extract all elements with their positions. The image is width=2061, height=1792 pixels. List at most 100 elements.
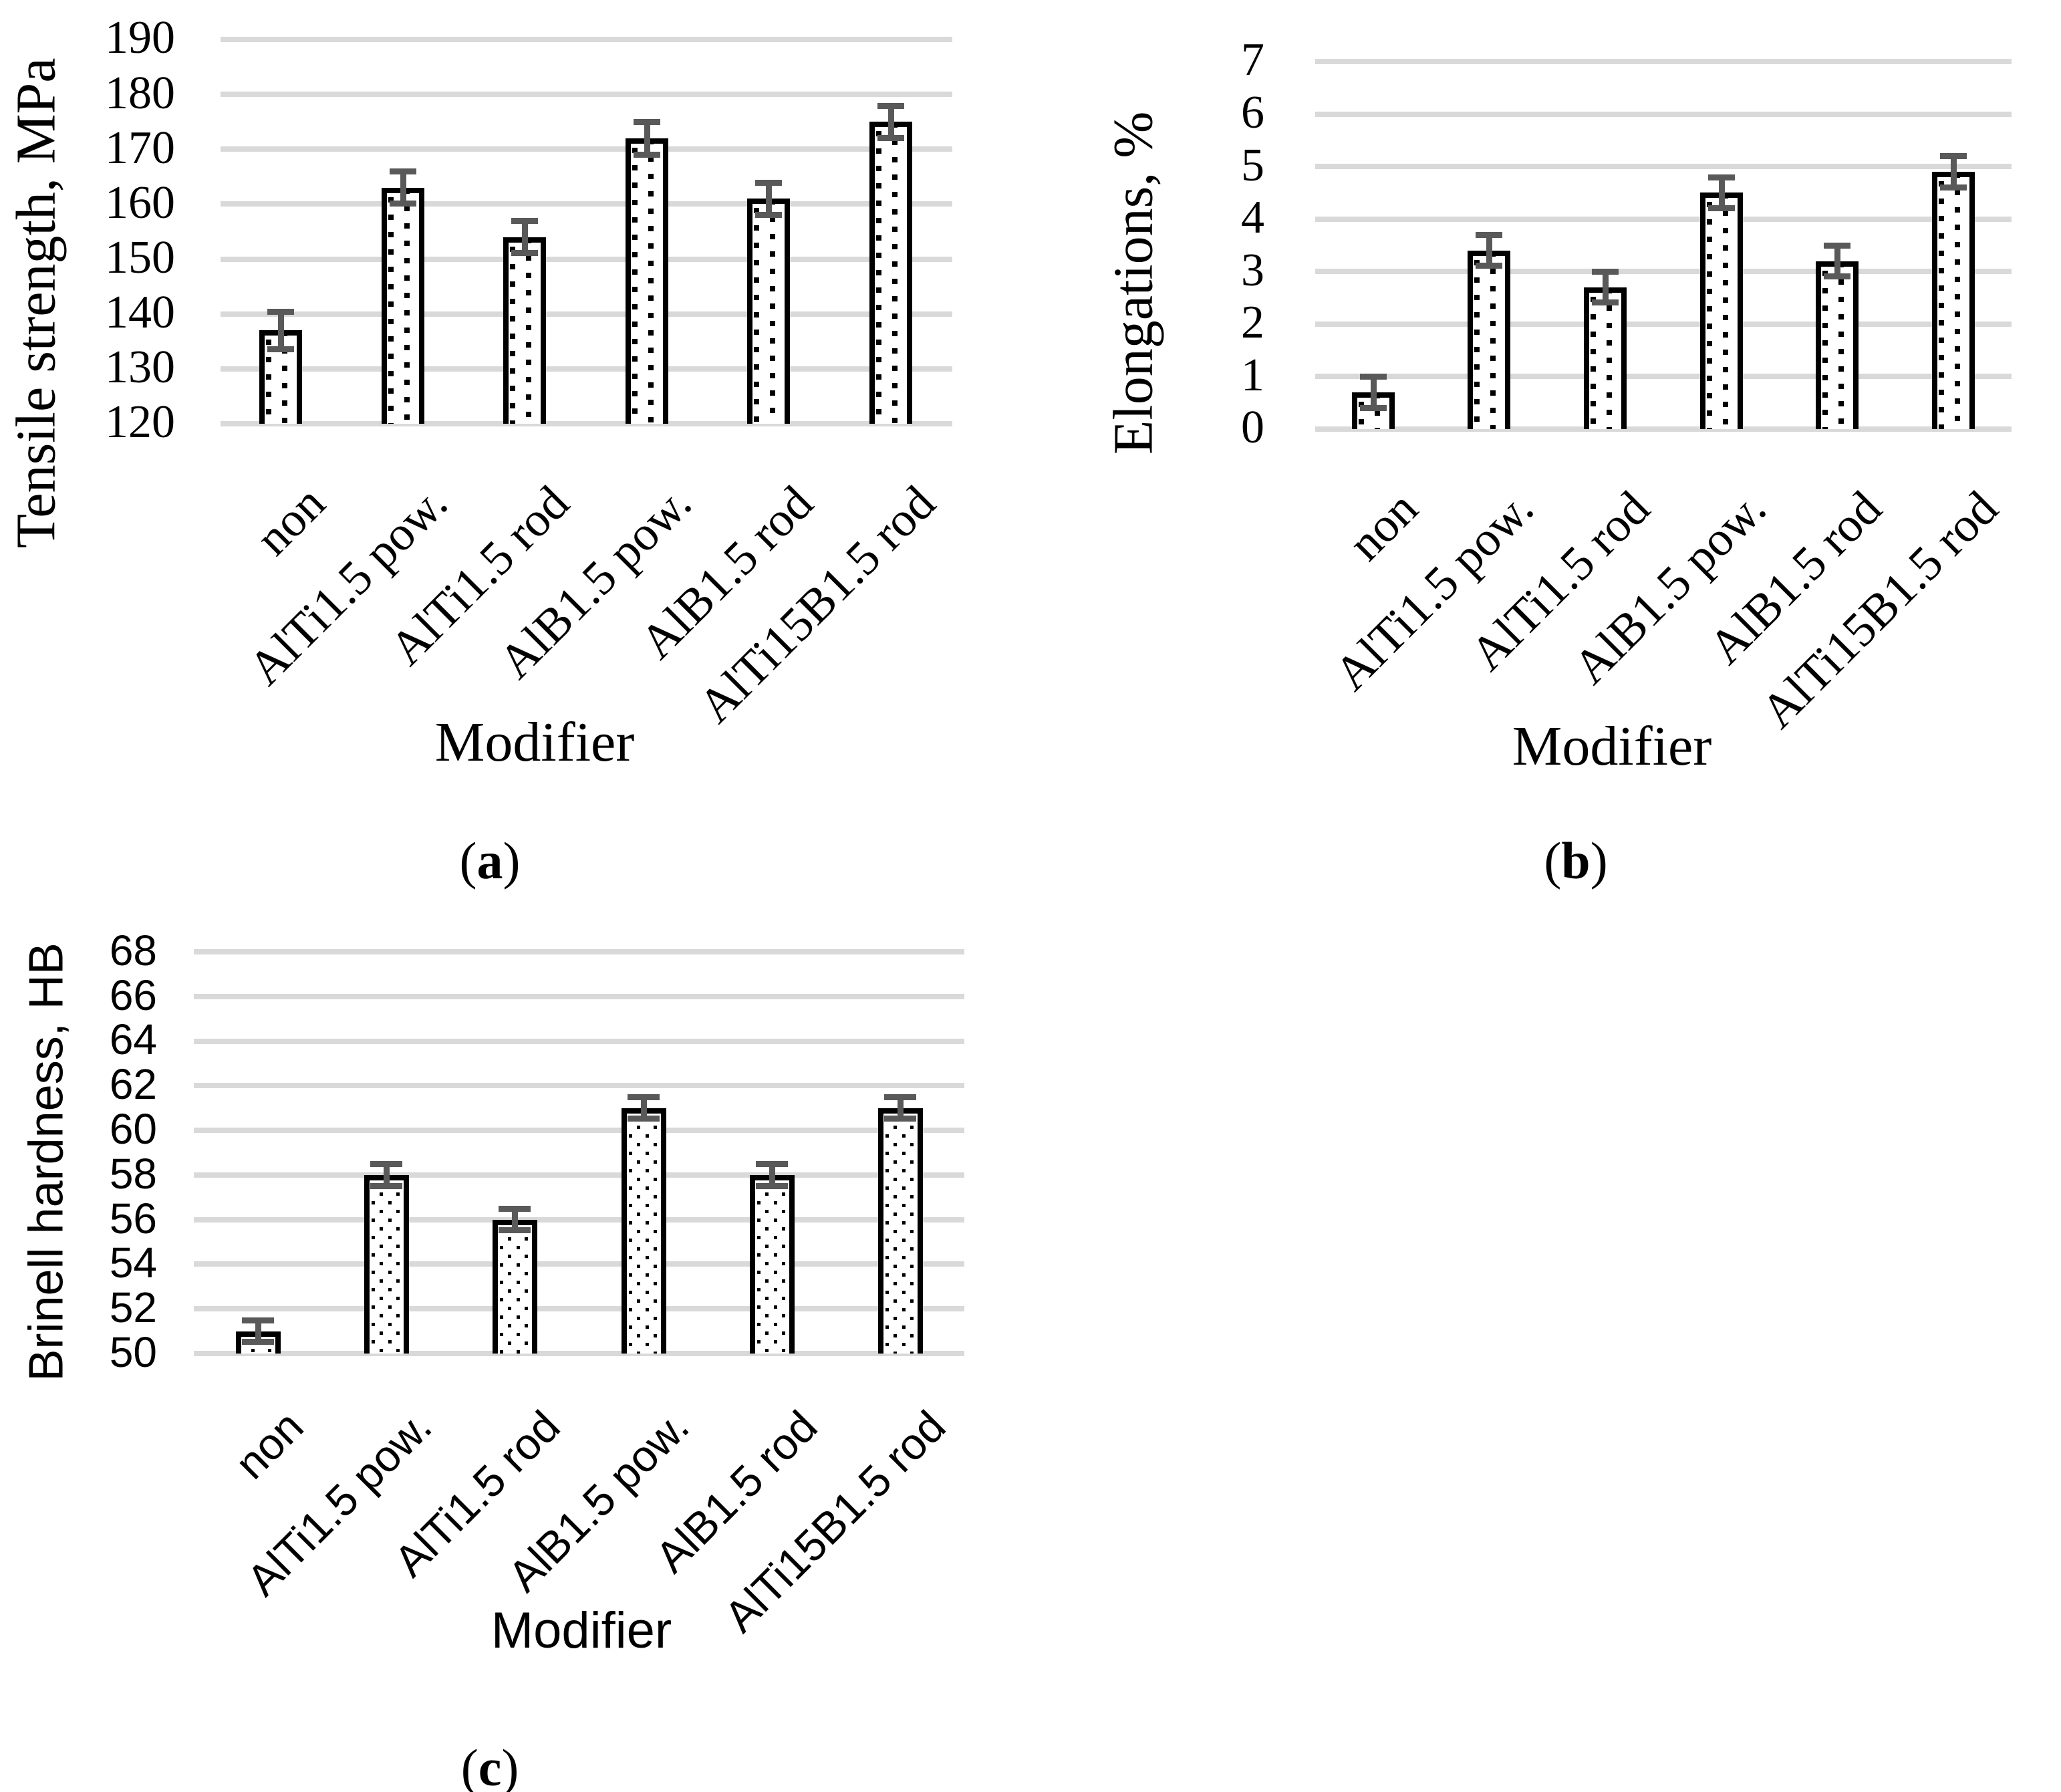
caption-letter: c bbox=[478, 1738, 502, 1792]
error-bar-cap-top bbox=[390, 168, 416, 175]
error-bar-cap-top bbox=[1708, 174, 1735, 180]
gridline bbox=[1315, 59, 2012, 64]
error-bar-cap-bottom bbox=[1592, 299, 1619, 306]
error-bar-line bbox=[383, 1164, 390, 1186]
error-bar-cap-top bbox=[242, 1317, 274, 1323]
error-bar-line bbox=[887, 105, 894, 138]
gridline bbox=[221, 37, 952, 42]
gridline bbox=[221, 92, 952, 98]
error-bar-cap-top bbox=[499, 1205, 531, 1212]
y-tick-label: 58 bbox=[109, 1149, 157, 1198]
error-bar-line bbox=[897, 1097, 904, 1120]
error-bar-cap-top bbox=[1592, 269, 1619, 275]
x-axis-title: Modifier bbox=[434, 711, 635, 774]
bar-alb1-5-pow- bbox=[626, 138, 668, 424]
y-tick-label: 150 bbox=[105, 231, 175, 283]
y-tick-label: 56 bbox=[109, 1194, 157, 1243]
gridline bbox=[221, 256, 952, 262]
gridline bbox=[1315, 111, 2012, 117]
error-bar-cap-bottom bbox=[370, 1182, 402, 1189]
gridline bbox=[194, 1261, 964, 1267]
y-tick-label: 5 bbox=[1241, 139, 1264, 191]
gridline bbox=[221, 146, 952, 152]
error-bar-cap-top bbox=[1940, 153, 1967, 160]
error-bar-line bbox=[1370, 376, 1377, 408]
bar-alti1-5-pow- bbox=[364, 1174, 409, 1354]
gridline bbox=[221, 311, 952, 317]
bar-alti1-5-pow- bbox=[382, 187, 424, 424]
error-bar-cap-bottom bbox=[756, 1182, 788, 1189]
error-bar-cap-bottom bbox=[877, 134, 904, 141]
subfigure-caption: (b) bbox=[1375, 831, 1776, 891]
y-tick-label: 62 bbox=[109, 1060, 157, 1109]
bar-alti1-5-rod bbox=[503, 237, 546, 424]
error-bar-line bbox=[640, 1097, 647, 1120]
y-tick-label: 130 bbox=[105, 342, 175, 394]
error-bar-cap-top bbox=[370, 1161, 402, 1168]
y-tick-label: 68 bbox=[109, 926, 157, 975]
caption-paren: ) bbox=[1590, 831, 1608, 890]
gridline bbox=[194, 1128, 964, 1134]
error-bar-line bbox=[1486, 235, 1492, 267]
error-bar-line bbox=[277, 311, 284, 350]
bar-alti1-5-rod bbox=[1584, 287, 1627, 429]
error-bar-cap-bottom bbox=[755, 211, 782, 218]
error-bar-line bbox=[521, 221, 528, 254]
error-bar-line bbox=[400, 171, 406, 205]
gridline bbox=[221, 201, 952, 207]
y-tick-label: 2 bbox=[1241, 297, 1264, 349]
y-tick-label: 160 bbox=[105, 176, 175, 229]
gridline bbox=[194, 949, 964, 954]
error-bar-cap-bottom bbox=[267, 346, 294, 353]
y-tick-label: 6 bbox=[1241, 86, 1264, 138]
bar-alti15b1-5-rod bbox=[1932, 172, 1975, 429]
caption-paren: ( bbox=[460, 1738, 478, 1792]
gridline bbox=[1315, 426, 2012, 432]
caption-letter: a bbox=[476, 831, 503, 890]
error-bar-cap-top bbox=[634, 119, 660, 126]
subfigure-caption: (c) bbox=[289, 1738, 690, 1792]
y-tick-label: 180 bbox=[105, 67, 175, 119]
y-tick-label: 4 bbox=[1241, 192, 1264, 244]
error-bar-line bbox=[1718, 176, 1725, 209]
error-bar-cap-bottom bbox=[628, 1116, 660, 1122]
error-bar-line bbox=[1602, 271, 1609, 303]
y-tick-label: 7 bbox=[1241, 34, 1264, 86]
error-bar-cap-bottom bbox=[511, 250, 538, 257]
y-tick-label: 52 bbox=[109, 1283, 157, 1332]
gridline bbox=[194, 1351, 964, 1356]
bar-alb1-5-rod bbox=[1816, 261, 1859, 429]
gridline bbox=[194, 1172, 964, 1178]
y-tick-label: 0 bbox=[1241, 402, 1264, 454]
error-bar-line bbox=[1950, 156, 1957, 188]
y-tick-label: 50 bbox=[109, 1327, 157, 1376]
error-bar-line bbox=[769, 1164, 775, 1186]
error-bar-cap-top bbox=[1476, 232, 1502, 239]
y-tick-label: 54 bbox=[109, 1239, 157, 1287]
error-bar-cap-top bbox=[756, 1161, 788, 1168]
error-bar-line bbox=[1834, 245, 1840, 277]
error-bar-cap-bottom bbox=[1824, 273, 1850, 280]
error-bar-line bbox=[765, 182, 772, 215]
caption-paren: ) bbox=[501, 1738, 519, 1792]
gridline bbox=[194, 993, 964, 999]
gridline bbox=[194, 1038, 964, 1044]
error-bar-cap-top bbox=[755, 179, 782, 186]
y-tick-label: 3 bbox=[1241, 244, 1264, 296]
error-bar-line bbox=[511, 1208, 518, 1231]
error-bar-cap-bottom bbox=[242, 1339, 274, 1346]
error-bar-cap-bottom bbox=[1476, 263, 1502, 269]
gridline bbox=[1315, 374, 2012, 380]
error-bar-cap-bottom bbox=[884, 1116, 916, 1122]
error-bar-line bbox=[255, 1319, 261, 1343]
y-tick-label: 60 bbox=[109, 1104, 157, 1153]
bar-alb1-5-pow- bbox=[1700, 193, 1743, 429]
gridline bbox=[221, 366, 952, 372]
error-bar-cap-bottom bbox=[634, 151, 660, 158]
caption-paren: ( bbox=[459, 831, 477, 890]
y-tick-label: 64 bbox=[109, 1015, 157, 1064]
gridline bbox=[194, 1306, 964, 1312]
error-bar-cap-top bbox=[628, 1094, 660, 1101]
y-tick-label: 140 bbox=[105, 287, 175, 339]
